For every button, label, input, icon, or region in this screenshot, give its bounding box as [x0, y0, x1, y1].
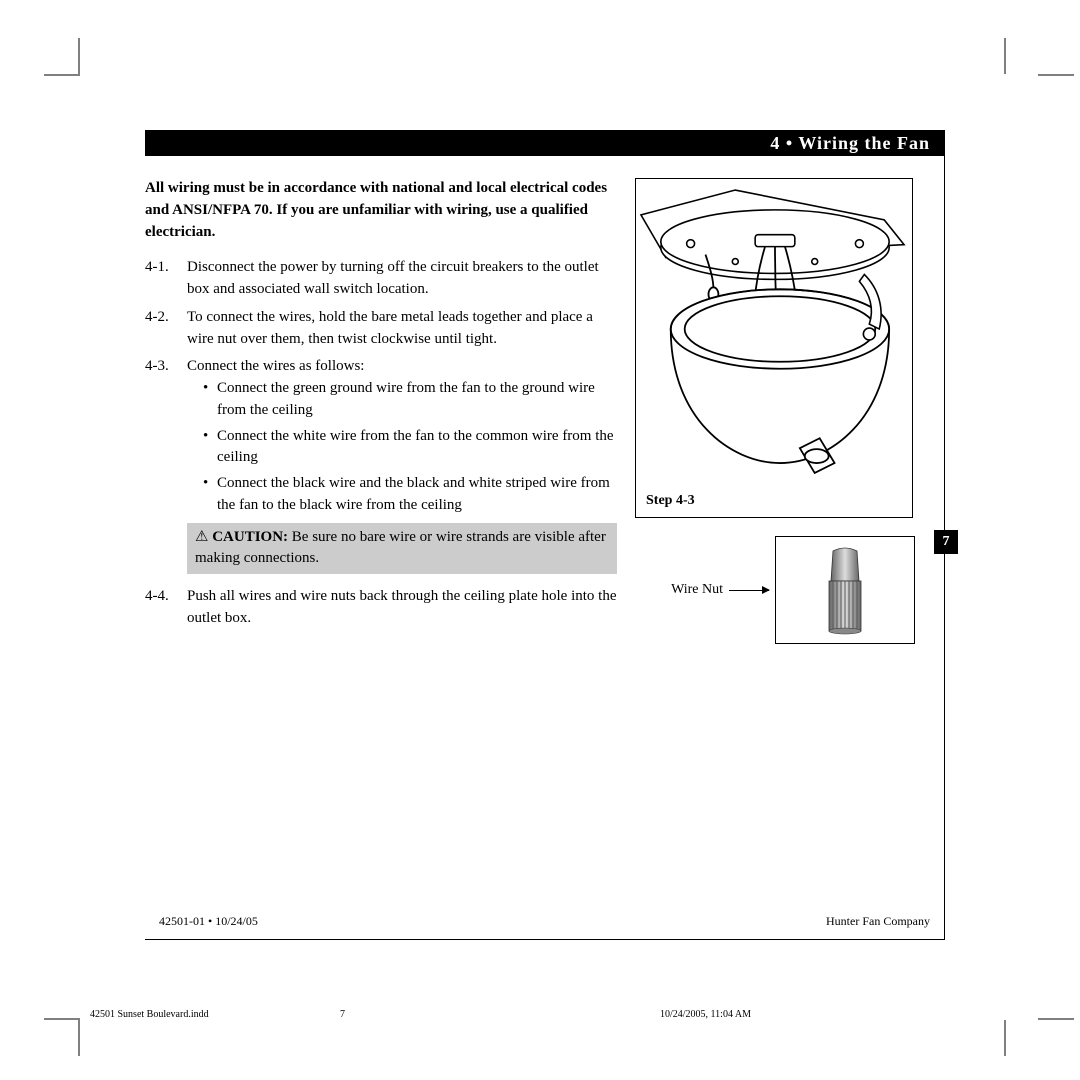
- step-4-1: 4-1. Disconnect the power by turning off…: [145, 257, 617, 301]
- imprint-page: 7: [340, 1009, 660, 1020]
- step-4-3: 4-3. Connect the wires as follows: Conne…: [145, 356, 617, 580]
- step-text: To connect the wires, hold the bare meta…: [187, 307, 617, 351]
- bullet-white-wire: Connect the white wire from the fan to t…: [203, 426, 617, 470]
- step-text: Disconnect the power by turning off the …: [187, 257, 617, 301]
- wire-nut-callout-row: Wire Nut: [635, 536, 915, 644]
- wire-nut-label: Wire Nut: [671, 582, 723, 598]
- crop-mark: [1038, 1018, 1074, 1020]
- caution-icon: ⚠: [195, 529, 208, 545]
- wire-nut-illustration: [815, 545, 875, 635]
- intro-paragraph: All wiring must be in accordance with na…: [145, 178, 617, 243]
- figure-caption: Step 4-3: [646, 493, 695, 509]
- bullet-ground-wire: Connect the green ground wire from the f…: [203, 378, 617, 422]
- section-title: 4 • Wiring the Fan: [770, 133, 930, 154]
- manual-page: 4 • Wiring the Fan All wiring must be in…: [145, 130, 945, 940]
- imprint-line: 42501 Sunset Boulevard.indd 7 10/24/2005…: [90, 1009, 1010, 1020]
- wire-nut-figure: [775, 536, 915, 644]
- crop-mark: [78, 38, 80, 74]
- imprint-file: 42501 Sunset Boulevard.indd: [90, 1009, 340, 1020]
- caution-box: ⚠ CAUTION: Be sure no bare wire or wire …: [187, 523, 617, 575]
- footer-left: 42501-01 • 10/24/05: [159, 914, 258, 929]
- crop-mark: [44, 74, 80, 76]
- crop-mark: [1004, 38, 1006, 74]
- step-body: Connect the wires as follows: Connect th…: [187, 356, 617, 580]
- crop-mark: [78, 1020, 80, 1056]
- step-number: 4-3.: [145, 356, 187, 580]
- step-number: 4-2.: [145, 307, 187, 351]
- page-footer: 42501-01 • 10/24/05 Hunter Fan Company: [145, 914, 944, 929]
- figure-step-4-3: Step 4-3: [635, 178, 913, 518]
- step-number: 4-4.: [145, 586, 187, 630]
- step-4-4: 4-4. Push all wires and wire nuts back t…: [145, 586, 617, 630]
- imprint-timestamp: 10/24/2005, 11:04 AM: [660, 1009, 751, 1020]
- fan-wiring-diagram: [636, 179, 912, 487]
- page-number-tab: 7: [934, 530, 958, 554]
- arrow-icon: [729, 590, 769, 591]
- section-header-bar: 4 • Wiring the Fan: [145, 130, 944, 156]
- crop-mark: [1004, 1020, 1006, 1056]
- page-number: 7: [943, 534, 950, 550]
- step-4-2: 4-2. To connect the wires, hold the bare…: [145, 307, 617, 351]
- bullet-black-wire: Connect the black wire and the black and…: [203, 473, 617, 517]
- step-text: Push all wires and wire nuts back throug…: [187, 586, 617, 630]
- footer-right: Hunter Fan Company: [826, 914, 930, 929]
- crop-mark: [44, 1018, 80, 1020]
- page-content: All wiring must be in accordance with na…: [145, 156, 944, 644]
- wire-connection-list: Connect the green ground wire from the f…: [187, 378, 617, 517]
- caution-label: CAUTION:: [212, 529, 288, 545]
- figure-column: Step 4-3 Wire Nut: [635, 178, 915, 644]
- step-number: 4-1.: [145, 257, 187, 301]
- step-text: Connect the wires as follows:: [187, 358, 364, 374]
- crop-mark: [1038, 74, 1074, 76]
- instructions-column: All wiring must be in accordance with na…: [145, 178, 635, 644]
